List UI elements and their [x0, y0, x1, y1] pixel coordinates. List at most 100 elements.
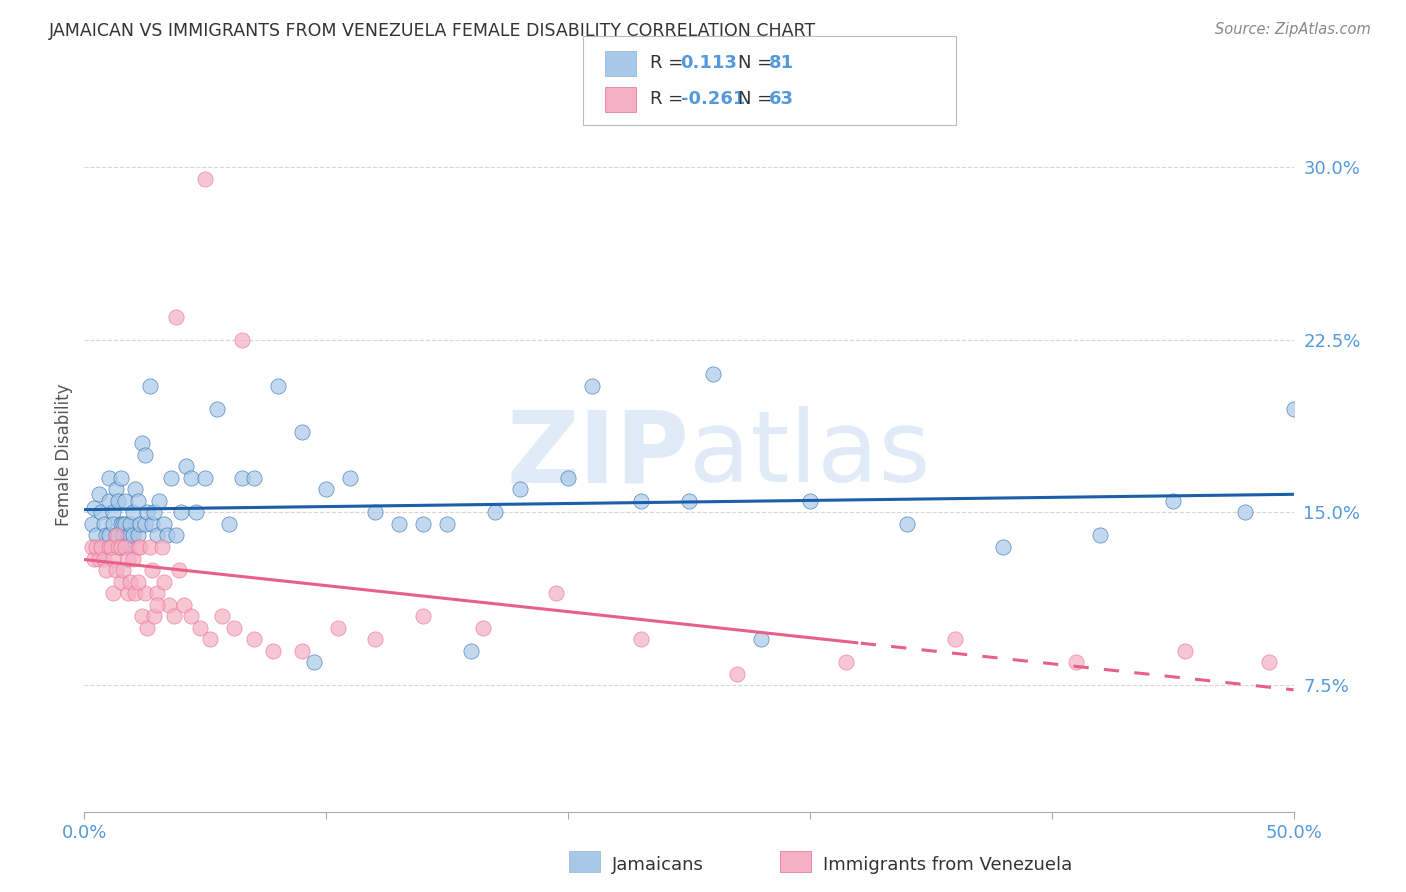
Point — [1258, 655, 1281, 669]
Point — [110, 471, 132, 485]
Point — [557, 471, 579, 485]
Point — [544, 586, 567, 600]
Point — [678, 494, 700, 508]
Point — [117, 528, 139, 542]
Point — [86, 540, 108, 554]
Point — [484, 506, 506, 520]
Point — [129, 540, 152, 554]
Point — [138, 540, 160, 554]
Point — [218, 516, 240, 531]
Point — [143, 506, 166, 520]
Point — [173, 598, 195, 612]
Point — [155, 528, 177, 542]
Point — [110, 574, 132, 589]
Point — [1088, 528, 1111, 542]
Point — [167, 563, 190, 577]
Point — [131, 436, 153, 450]
Point — [80, 540, 103, 554]
Point — [120, 516, 142, 531]
Point — [190, 621, 212, 635]
Text: N =: N = — [738, 54, 778, 72]
Point — [315, 483, 337, 497]
Point — [100, 540, 122, 554]
Point — [198, 632, 221, 646]
Point — [121, 506, 143, 520]
Point — [107, 528, 129, 542]
Point — [509, 483, 531, 497]
Point — [136, 506, 159, 520]
Point — [87, 487, 110, 501]
Point — [1161, 494, 1184, 508]
Point — [141, 563, 163, 577]
Point — [1174, 643, 1197, 657]
Point — [460, 643, 482, 657]
Point — [129, 516, 152, 531]
Point — [114, 494, 136, 508]
Point — [363, 506, 385, 520]
Text: Source: ZipAtlas.com: Source: ZipAtlas.com — [1215, 22, 1371, 37]
Point — [104, 483, 127, 497]
Point — [86, 528, 108, 542]
Point — [107, 494, 129, 508]
Point — [148, 494, 170, 508]
Point — [103, 551, 125, 566]
Text: Jamaicans: Jamaicans — [612, 856, 703, 874]
Point — [328, 621, 350, 635]
Point — [87, 551, 110, 566]
Point — [799, 494, 821, 508]
Point — [83, 551, 105, 566]
Point — [146, 598, 169, 612]
Point — [180, 609, 202, 624]
Point — [262, 643, 284, 657]
Point — [184, 506, 207, 520]
Point — [83, 500, 105, 515]
Text: 81: 81 — [769, 54, 794, 72]
Point — [943, 632, 966, 646]
Point — [436, 516, 458, 531]
Point — [157, 598, 180, 612]
Point — [93, 551, 115, 566]
Point — [121, 551, 143, 566]
Point — [153, 516, 176, 531]
Point — [163, 609, 186, 624]
Point — [896, 516, 918, 531]
Point — [100, 540, 122, 554]
Text: -0.261: -0.261 — [681, 90, 745, 108]
Text: R =: R = — [650, 90, 689, 108]
Point — [143, 609, 166, 624]
Point — [97, 494, 120, 508]
Point — [134, 586, 156, 600]
Text: Immigrants from Venezuela: Immigrants from Venezuela — [823, 856, 1071, 874]
Point — [339, 471, 361, 485]
Point — [242, 632, 264, 646]
Text: N =: N = — [738, 90, 778, 108]
Point — [103, 516, 125, 531]
Point — [231, 333, 253, 347]
Point — [1234, 506, 1257, 520]
Point — [110, 540, 132, 554]
Point — [112, 528, 135, 542]
Point — [114, 516, 136, 531]
Point — [80, 516, 103, 531]
Point — [242, 471, 264, 485]
Point — [170, 506, 193, 520]
Point — [472, 621, 495, 635]
Point — [1282, 401, 1305, 416]
Point — [231, 471, 253, 485]
Point — [90, 506, 112, 520]
Point — [993, 540, 1015, 554]
Point — [97, 528, 120, 542]
Point — [211, 609, 233, 624]
Point — [207, 401, 229, 416]
Point — [104, 563, 127, 577]
Point — [751, 632, 773, 646]
Point — [835, 655, 858, 669]
Point — [94, 528, 117, 542]
Point — [363, 632, 385, 646]
Text: JAMAICAN VS IMMIGRANTS FROM VENEZUELA FEMALE DISABILITY CORRELATION CHART: JAMAICAN VS IMMIGRANTS FROM VENEZUELA FE… — [49, 22, 817, 40]
Point — [114, 540, 136, 554]
Point — [630, 494, 652, 508]
Point — [120, 528, 142, 542]
Point — [725, 666, 748, 681]
Point — [194, 471, 217, 485]
